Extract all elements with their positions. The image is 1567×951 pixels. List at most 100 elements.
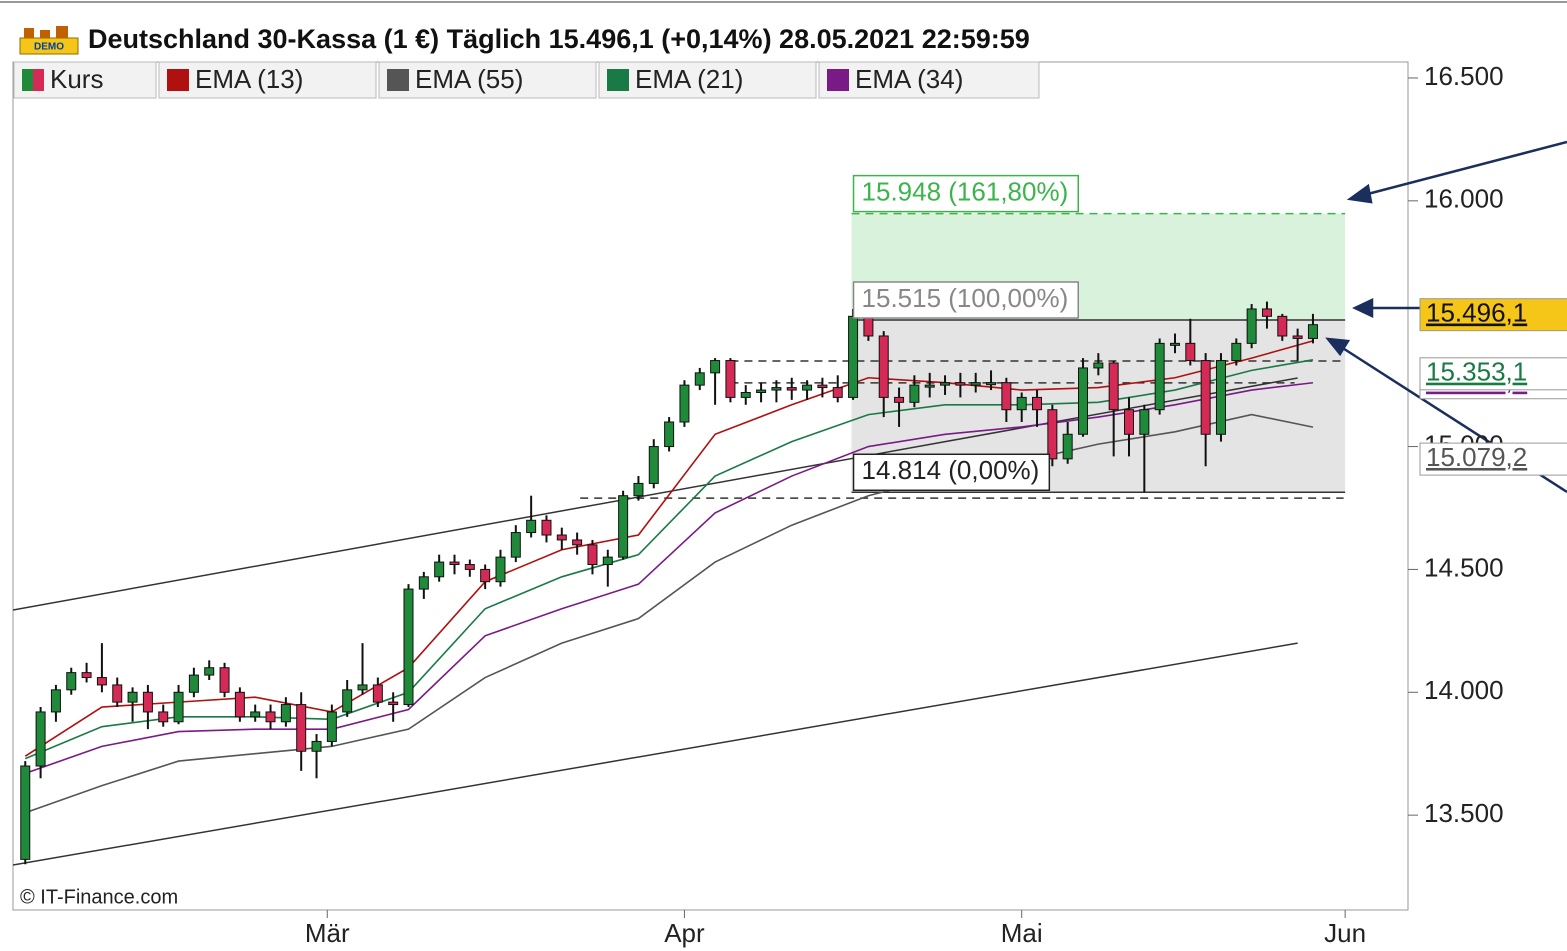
- candle-body: [541, 519, 552, 536]
- candle-body: [1016, 396, 1027, 411]
- candle-body: [1200, 360, 1211, 435]
- candle-body: [894, 396, 905, 403]
- legend-label: EMA (13): [195, 64, 303, 94]
- candle-body: [556, 534, 567, 541]
- fib-label: 15.515 (100,00%): [852, 281, 1080, 319]
- last-value-label: 15.496,1: [1426, 298, 1527, 328]
- candle-body: [740, 392, 751, 398]
- candle-body: [372, 684, 383, 703]
- candle-body: [848, 315, 859, 398]
- candle-body: [1154, 342, 1165, 411]
- candle-body: [771, 387, 782, 391]
- candle-body: [878, 335, 889, 398]
- candle-body: [449, 561, 460, 566]
- candle-body: [1169, 342, 1180, 346]
- candle-body: [112, 684, 123, 703]
- candle-body: [204, 667, 215, 676]
- candle-body: [1215, 360, 1226, 435]
- candle-body: [526, 519, 537, 534]
- candle-body: [66, 672, 77, 691]
- last-value-label: 15.079,2: [1426, 442, 1527, 472]
- svg-text:DEMO: DEMO: [34, 42, 64, 53]
- legend-label: Kurs: [50, 64, 103, 94]
- candle-body: [1261, 308, 1272, 317]
- fib-label: 15.948 (161,80%): [852, 174, 1080, 213]
- candle-body: [219, 667, 230, 693]
- candle-body: [1093, 362, 1104, 369]
- ema-line: [24, 381, 1314, 775]
- candle-body: [710, 360, 721, 374]
- candle-body: [725, 360, 736, 398]
- candle-body: [127, 691, 138, 703]
- candle-body: [756, 389, 767, 394]
- candle-body: [296, 704, 307, 752]
- fib-label-box: [852, 174, 1080, 213]
- fib-label-text: 14.814 (0,00%): [862, 455, 1040, 485]
- candle-body: [265, 711, 276, 723]
- legend-swatch: [607, 69, 629, 91]
- candle-body: [1139, 409, 1150, 435]
- candle-body: [1001, 382, 1012, 411]
- x-tick-label: Mai: [1001, 918, 1043, 948]
- legend-box: [598, 61, 817, 99]
- candle-body: [648, 446, 659, 484]
- fib-label-box: [852, 281, 1080, 319]
- legend-label: EMA (34): [855, 64, 963, 94]
- candle-body: [280, 704, 291, 723]
- candle-body: [602, 556, 613, 566]
- y-tick-label: 16.000: [1424, 184, 1504, 214]
- candle-body: [1185, 342, 1196, 362]
- candle-body: [81, 672, 92, 679]
- candle-body: [464, 564, 475, 570]
- candle-body: [418, 576, 429, 590]
- fib-label: 14.814 (0,00%): [852, 453, 1051, 492]
- candle-body: [1078, 367, 1089, 435]
- candle-body: [35, 711, 46, 767]
- fib-label-box: [852, 453, 1051, 492]
- legend-item: EMA (55): [378, 61, 597, 99]
- legend-label: EMA (55): [415, 64, 523, 94]
- candle-body: [495, 556, 506, 583]
- last-value-box: [1419, 442, 1567, 476]
- last-value-label: 15.353,1: [1426, 357, 1527, 387]
- candle-body: [342, 689, 353, 713]
- candle-body: [1292, 335, 1303, 339]
- candle-body: [234, 691, 245, 718]
- demo-icon: DEMO: [19, 26, 79, 55]
- watermark: © IT-Finance.com: [20, 886, 178, 908]
- candle-body: [434, 561, 445, 578]
- candle-body: [250, 711, 261, 718]
- last-value-box: [1419, 357, 1567, 391]
- candle-body: [1246, 308, 1257, 344]
- y-tick-label: 14.500: [1424, 552, 1504, 582]
- candle-body: [664, 421, 675, 448]
- x-tick-label: Mär: [305, 918, 350, 948]
- candle-body: [311, 740, 322, 752]
- legend-item: EMA (13): [158, 61, 377, 99]
- legend-swatch: [387, 69, 409, 91]
- candle-body: [587, 544, 598, 566]
- candle-body: [480, 568, 491, 583]
- y-tick-label: 16.500: [1424, 61, 1504, 91]
- y-tick-label: 14.000: [1424, 675, 1504, 705]
- legend-swatch: [22, 69, 33, 91]
- candle-body: [572, 539, 583, 546]
- candle-body: [1108, 362, 1119, 411]
- candle-body: [924, 384, 935, 388]
- candle-body: [173, 691, 184, 723]
- candle-body: [679, 384, 690, 423]
- legend-item: EMA (21): [598, 61, 817, 99]
- candle-body: [388, 701, 399, 706]
- candle-body: [1231, 342, 1242, 362]
- candle-body: [510, 532, 521, 558]
- last-value-box: [1419, 298, 1567, 332]
- x-tick-label: Apr: [664, 918, 705, 948]
- candle-body: [832, 387, 843, 398]
- ema-line: [24, 413, 1314, 814]
- candle-body: [1277, 315, 1288, 337]
- candle-body: [96, 677, 107, 686]
- candle-body: [1032, 396, 1043, 411]
- x-tick-label: Jun: [1324, 918, 1366, 948]
- candle-body: [817, 384, 828, 389]
- legend-swatch: [167, 69, 189, 91]
